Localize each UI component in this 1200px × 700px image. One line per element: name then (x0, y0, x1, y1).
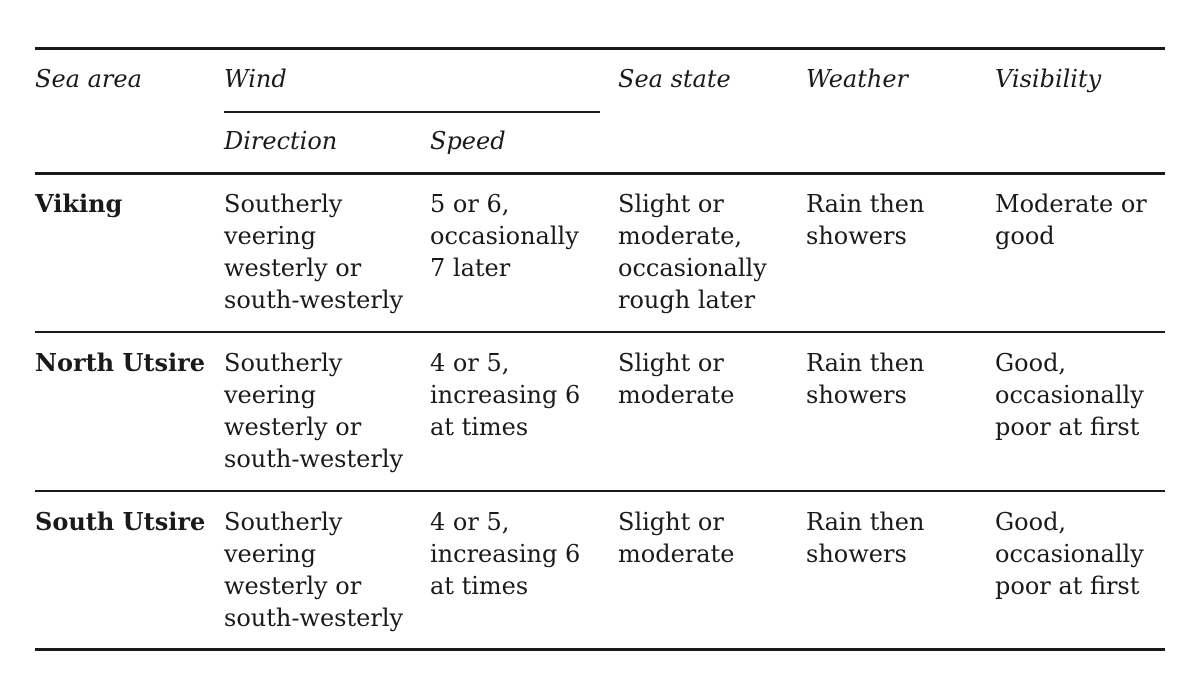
table-bottom-rule (35, 648, 1165, 651)
sea-area-name: Viking (35, 189, 123, 218)
visibility-cell: Good, occasionally poor at first (995, 349, 1144, 441)
wind-direction-cell: Southerly veering westerly or south-westerl… (224, 190, 404, 314)
sea-area-name: North Utsire (35, 348, 206, 377)
visibility-cell: Moderate or good (995, 190, 1147, 250)
header-bottom-rule (35, 172, 1165, 175)
weather-cell: Rain then showers (806, 508, 925, 568)
wind-speed-cell: 5 or 6, occasionally 7 later (430, 190, 579, 282)
wind-speed-cell: 4 or 5, increasing 6 at times (430, 349, 581, 441)
header-sea-area: Sea area (35, 65, 142, 93)
header-weather: Weather (806, 65, 908, 93)
sea-state-cell: Slight or moderate, occasionally rough late… (618, 190, 767, 314)
sea-state-cell: Slight or moderate (618, 508, 735, 568)
weather-cell: Rain then showers (806, 349, 925, 409)
header-visibility: Visibility (995, 65, 1102, 93)
header-direction: Direction (224, 127, 338, 155)
header-wind: Wind (224, 65, 287, 93)
row-divider (35, 490, 1165, 492)
sea-state-cell: Slight or moderate (618, 349, 735, 409)
header-sea-state: Sea state (618, 65, 731, 93)
table-top-rule (35, 47, 1165, 50)
sea-area-name: South Utsire (35, 507, 206, 536)
wind-direction-cell: Southerly veering westerly or south-westerl… (224, 508, 404, 632)
weather-cell: Rain then showers (806, 190, 925, 250)
wind-speed-cell: 4 or 5, increasing 6 at times (430, 508, 581, 600)
wind-subheader-rule (224, 111, 600, 113)
header-speed: Speed (430, 127, 506, 155)
row-divider (35, 331, 1165, 333)
wind-direction-cell: Southerly veering westerly or south-westerl… (224, 349, 404, 473)
visibility-cell: Good, occasionally poor at first (995, 508, 1144, 600)
